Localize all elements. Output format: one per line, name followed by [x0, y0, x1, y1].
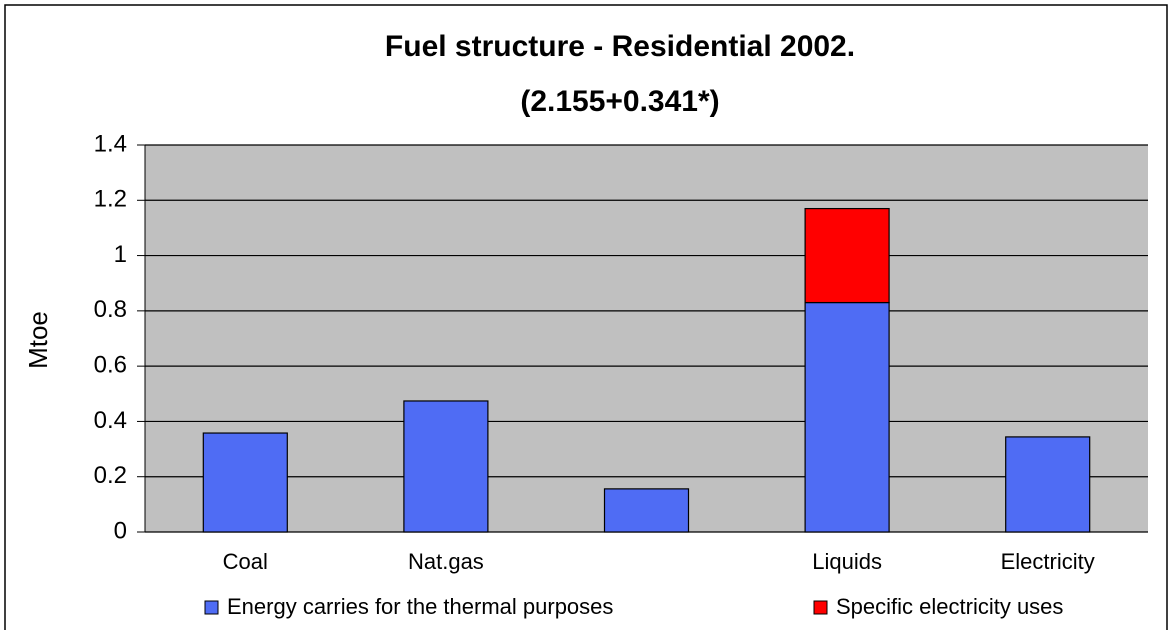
x-tick-label: Liquids: [812, 549, 882, 574]
x-tick-label: Nat.gas: [408, 549, 484, 574]
x-tick-label: Electricity: [1001, 549, 1095, 574]
bar: [804, 207, 890, 304]
legend-swatch: [813, 600, 828, 615]
y-tick-label: 0.6: [94, 351, 127, 378]
bar: [403, 400, 489, 533]
y-tick-label: 1: [114, 241, 127, 268]
bar: [603, 488, 690, 533]
chart-subtitle: (2.155+0.341*): [520, 85, 719, 118]
y-tick-label: 1.4: [94, 130, 127, 157]
y-axis-label: Mtoe: [23, 311, 53, 369]
y-tick-label: 0: [114, 517, 127, 544]
legend-label: Energy carries for the thermal purposes: [227, 594, 613, 619]
y-tick-label: 0.8: [94, 296, 127, 323]
bar: [202, 432, 288, 533]
legend-swatch: [204, 600, 219, 615]
bar: [804, 301, 890, 533]
bar: [1005, 436, 1091, 533]
y-tick-label: 0.4: [94, 407, 127, 434]
y-tick-label: 1.2: [94, 186, 127, 213]
x-tick-label: Coal: [223, 549, 268, 574]
plot-area: [145, 145, 1148, 532]
chart-title: Fuel structure - Residential 2002.: [385, 30, 855, 63]
y-tick-label: 0.2: [94, 462, 127, 489]
legend-label: Specific electricity uses: [836, 594, 1063, 619]
